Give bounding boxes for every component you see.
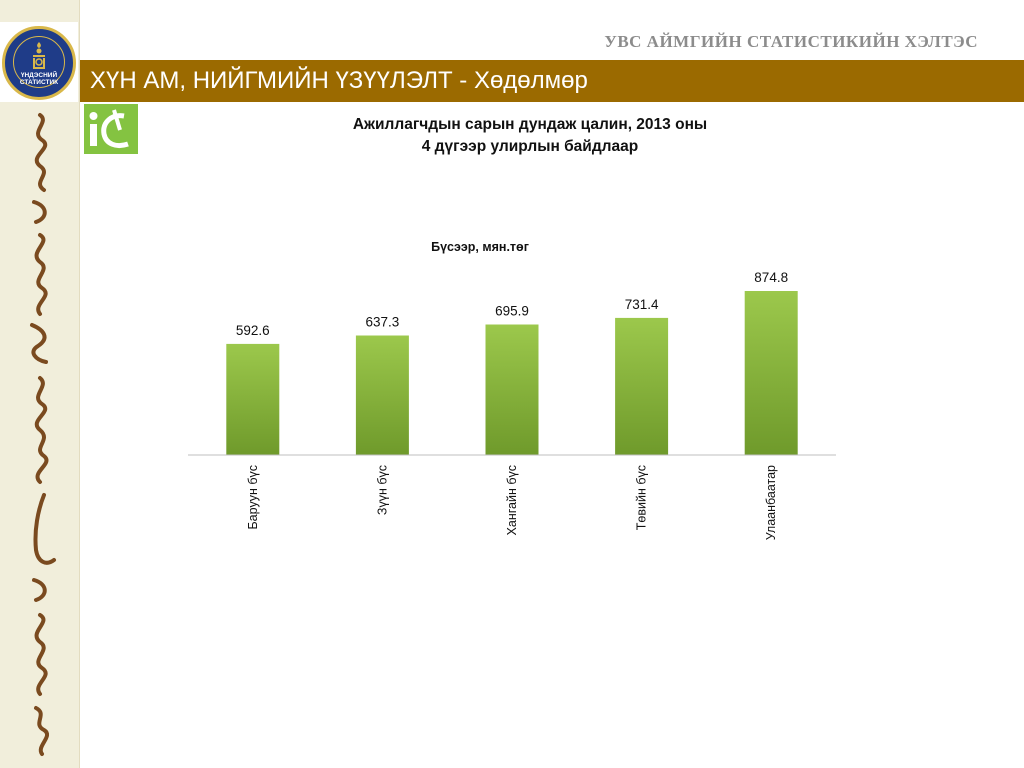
statistics-logo: ҮНДЭСНИЙ СТАТИСТИК: [0, 22, 78, 102]
category-label-2: Зүүн бүс: [375, 465, 389, 515]
category-label-1: Баруун бүс: [246, 465, 260, 530]
data-label-1: 592.6: [236, 323, 270, 338]
soyombo-icon: [33, 42, 45, 69]
labels-group: 592.6 Баруун бүс 637.3 Зүүн бүс 695.9 Хангайн…: [236, 270, 788, 540]
bar-2: [355, 335, 409, 455]
section-banner: ХҮН АМ, НИЙГМИЙН ҮЗҮҮЛЭЛТ - Хөдөлмөр: [80, 60, 1024, 102]
logo-text-line1: ҮНДЭСНИЙ: [20, 72, 58, 79]
banner-title: ХҮН АМ, НИЙГМИЙН ҮЗҮҮЛЭЛТ - Хөдөлмөр: [90, 67, 588, 94]
organization-title: УВС АЙМГИЙН СТАТИСТИКИЙН ХЭЛТЭС: [604, 32, 978, 51]
bars-group: [226, 291, 798, 455]
bar-5: [744, 291, 798, 455]
data-label-5: 874.8: [754, 270, 788, 285]
chart-title-line1: Ажиллагчдын сарын дундаж цалин, 2013 оны: [352, 116, 708, 133]
ie-logo-icon: [89, 109, 129, 149]
chart-title: Ажиллагчдын сарын дундаж цалин, 2013 оны…: [280, 114, 780, 158]
bar-1: [226, 343, 280, 455]
category-label-3: Хангайн бүс: [505, 465, 519, 535]
data-label-2: 637.3: [366, 315, 400, 330]
seal-icon: ҮНДЭСНИЙ СТАТИСТИК: [2, 26, 76, 100]
chart-subtitle: Бүсээр, мян.төг: [431, 240, 529, 254]
category-label-4: Төвийн бүс: [635, 465, 649, 530]
chart-title-line2: 4 дүгээр улирлын байдлаар: [421, 138, 639, 155]
data-label-4: 731.4: [625, 297, 659, 312]
bar-3: [485, 324, 539, 455]
sidebar: ҮНДЭСНИЙ СТАТИСТИК: [0, 0, 80, 768]
logo-text-line2: СТАТИСТИК: [19, 79, 59, 86]
data-label-3: 695.9: [495, 304, 529, 319]
seal-ring: [13, 36, 65, 88]
category-label-5: Улаанбаатар: [764, 465, 778, 540]
bar-4: [615, 317, 669, 455]
ie-logo: [84, 104, 138, 154]
mongolian-script-decoration: [30, 113, 56, 756]
